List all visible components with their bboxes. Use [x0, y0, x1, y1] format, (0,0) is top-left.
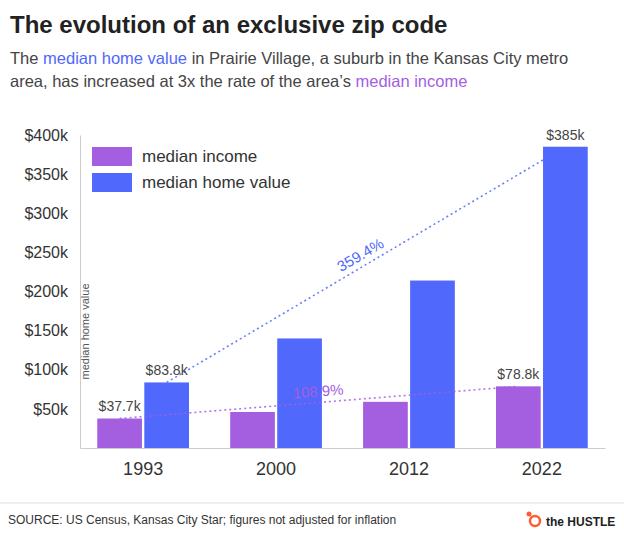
x-tick: 2000 — [256, 448, 296, 479]
bar — [97, 418, 142, 448]
y-tick: $300k — [24, 205, 80, 222]
bar — [496, 386, 541, 448]
legend-item: median income — [92, 147, 257, 166]
y-tick-label: $200k — [24, 283, 69, 300]
x-tick-label: 2022 — [522, 459, 562, 479]
brand: the HUSTLE — [546, 515, 615, 529]
trend-label: 108.9% — [292, 380, 344, 401]
bar — [543, 147, 588, 448]
bar — [363, 402, 408, 448]
brand-logo — [527, 512, 541, 527]
y-tick-label: $300k — [24, 205, 69, 222]
y-tick: $250k — [24, 244, 80, 261]
bar — [230, 412, 275, 448]
y-axis: $50k $100k $150k $200k $250k $300k $350k $400k — [24, 127, 80, 449]
source: SOURCE: US Census, Kansas City Star; fig… — [8, 513, 396, 527]
legend-label: median home value — [142, 173, 290, 192]
subtitle: The median home value in Prairie Village… — [10, 47, 610, 93]
y-tick: $50k — [33, 400, 80, 417]
legend-item: median home value — [92, 173, 290, 192]
data-label: $83.8k — [146, 362, 189, 378]
data-labels: $37.7k $78.8k $83.8k $385k — [99, 127, 586, 415]
y-tick: $350k — [24, 166, 80, 183]
legend-swatch — [92, 173, 132, 192]
y-axis-title: median home value — [79, 283, 91, 379]
trend-label: 359.4% — [334, 234, 386, 275]
subtitle-part: The — [10, 49, 43, 67]
bar — [410, 281, 455, 448]
brand-icon — [530, 516, 540, 526]
subtitle-highlight: median income — [356, 72, 468, 90]
y-tick-label: $100k — [24, 361, 69, 378]
y-tick: $100k — [24, 361, 80, 378]
footer-rule — [0, 503, 624, 504]
y-tick-label: $350k — [24, 166, 69, 183]
brand-icon-dot — [527, 512, 532, 517]
x-tick: 2012 — [389, 448, 429, 479]
legend-swatch — [92, 147, 132, 166]
y-tick-label: $250k — [24, 244, 69, 261]
x-axis-line — [81, 448, 606, 449]
data-label: $385k — [546, 127, 585, 143]
legend-label: median income — [142, 147, 257, 166]
y-tick: $150k — [24, 322, 80, 339]
plot-area — [97, 147, 587, 448]
data-label: $37.7k — [99, 398, 142, 414]
data-label: $78.8k — [497, 366, 540, 382]
x-tick: 2022 — [522, 448, 562, 479]
subtitle-highlight: median home value — [43, 49, 187, 67]
x-tick-label: 1993 — [123, 459, 163, 479]
x-tick-label: 2012 — [389, 459, 429, 479]
y-tick-label: $50k — [33, 400, 69, 417]
y-tick: $200k — [24, 283, 80, 300]
title: The evolution of an exclusive zip code — [10, 11, 447, 38]
x-axis: 1993 2000 2012 2022 — [81, 448, 606, 479]
legend: median income median home value — [92, 147, 290, 192]
y-tick-label: $400k — [24, 127, 69, 144]
x-tick-label: 2000 — [256, 459, 296, 479]
y-tick: $400k — [24, 127, 80, 144]
y-tick-label: $150k — [24, 322, 69, 339]
x-tick: 1993 — [123, 448, 163, 479]
